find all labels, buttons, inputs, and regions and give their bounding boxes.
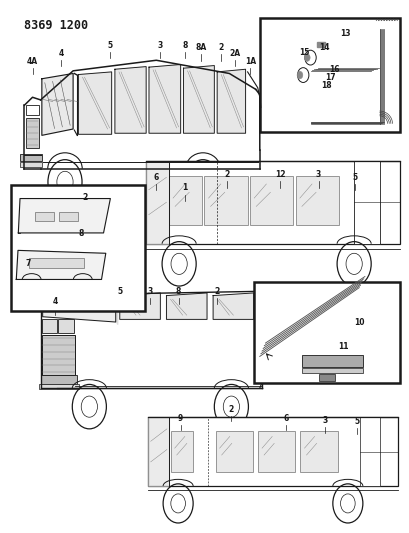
- Text: 5: 5: [354, 417, 359, 426]
- Bar: [302, 356, 362, 367]
- Bar: [215, 431, 252, 472]
- Text: 4: 4: [52, 297, 57, 306]
- Text: 2A: 2A: [229, 49, 240, 58]
- Bar: [40, 375, 77, 384]
- Polygon shape: [42, 74, 73, 135]
- Text: 8: 8: [79, 229, 84, 238]
- Text: 10: 10: [353, 318, 364, 327]
- Text: 6: 6: [283, 414, 288, 423]
- Bar: [42, 335, 75, 375]
- Bar: [38, 384, 79, 389]
- Bar: [257, 431, 295, 472]
- Text: 5: 5: [352, 173, 357, 182]
- Bar: [35, 212, 54, 221]
- Bar: [253, 282, 399, 383]
- Text: 15: 15: [299, 48, 309, 57]
- Text: 16: 16: [329, 65, 339, 74]
- Text: 9: 9: [178, 414, 183, 423]
- Polygon shape: [18, 199, 110, 233]
- Bar: [353, 161, 379, 244]
- Text: 7: 7: [26, 260, 31, 268]
- Polygon shape: [217, 69, 245, 133]
- Bar: [360, 417, 380, 486]
- Text: 17: 17: [325, 72, 335, 82]
- Bar: [169, 176, 202, 225]
- Circle shape: [297, 71, 302, 79]
- Bar: [59, 212, 78, 221]
- Text: 1: 1: [182, 183, 187, 192]
- Text: 3: 3: [321, 416, 326, 425]
- Text: 2: 2: [218, 43, 223, 52]
- Text: 5: 5: [107, 41, 112, 50]
- Bar: [170, 431, 193, 472]
- Bar: [302, 368, 362, 373]
- Polygon shape: [119, 293, 160, 319]
- Bar: [58, 319, 74, 333]
- Bar: [42, 319, 57, 333]
- Bar: [11, 184, 145, 311]
- Polygon shape: [148, 64, 180, 133]
- Bar: [204, 176, 247, 225]
- Polygon shape: [316, 42, 324, 47]
- Polygon shape: [146, 161, 169, 244]
- Polygon shape: [115, 67, 146, 133]
- Polygon shape: [78, 72, 111, 134]
- Bar: [300, 431, 337, 472]
- Text: 11: 11: [337, 342, 347, 351]
- Text: 8: 8: [175, 287, 181, 296]
- Polygon shape: [115, 297, 117, 325]
- Text: 2: 2: [228, 405, 234, 414]
- Bar: [20, 162, 42, 167]
- Bar: [146, 161, 399, 244]
- Polygon shape: [16, 251, 106, 279]
- Circle shape: [304, 54, 309, 61]
- Bar: [318, 374, 334, 381]
- Text: 3: 3: [157, 41, 163, 50]
- Polygon shape: [166, 293, 207, 319]
- Text: 8A: 8A: [195, 43, 206, 52]
- Text: 3: 3: [147, 287, 153, 296]
- Polygon shape: [43, 294, 115, 322]
- Text: 14: 14: [319, 43, 329, 52]
- Bar: [295, 176, 338, 225]
- Polygon shape: [148, 417, 169, 486]
- Text: 13: 13: [339, 29, 349, 38]
- Bar: [25, 118, 39, 148]
- Text: 6: 6: [153, 173, 159, 182]
- Text: 1: 1: [262, 64, 267, 74]
- Text: 5: 5: [117, 287, 122, 296]
- Text: 2: 2: [214, 287, 219, 296]
- Bar: [249, 176, 292, 225]
- Text: 8369 1200: 8369 1200: [25, 19, 88, 32]
- Text: 2: 2: [83, 193, 88, 202]
- Text: 4: 4: [58, 49, 63, 58]
- Bar: [148, 417, 397, 486]
- Text: 1A: 1A: [244, 56, 255, 66]
- Text: 4A: 4A: [27, 56, 38, 66]
- Text: 18: 18: [321, 80, 331, 90]
- Text: 12: 12: [274, 170, 285, 179]
- Bar: [25, 104, 39, 115]
- Bar: [259, 18, 399, 132]
- Text: 8: 8: [182, 41, 187, 50]
- Text: 2: 2: [224, 170, 229, 179]
- Polygon shape: [183, 66, 214, 133]
- Bar: [20, 155, 42, 161]
- Bar: [29, 257, 84, 268]
- Text: 3: 3: [315, 170, 321, 179]
- Polygon shape: [213, 293, 253, 319]
